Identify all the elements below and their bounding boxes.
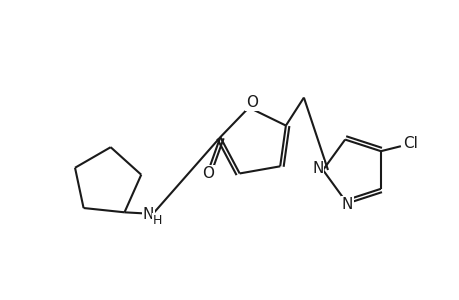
Text: O: O [246,95,257,110]
Text: N: N [142,207,154,222]
Text: H: H [152,214,162,227]
Text: N: N [312,160,323,175]
Text: Cl: Cl [403,136,417,151]
Text: N: N [341,197,352,212]
Text: O: O [202,166,214,181]
